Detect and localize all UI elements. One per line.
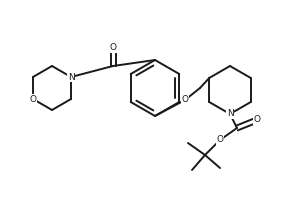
Text: N: N	[227, 109, 233, 118]
Text: O: O	[253, 115, 261, 125]
Text: O: O	[216, 136, 224, 144]
Text: N: N	[68, 72, 74, 82]
Text: O: O	[110, 44, 117, 53]
Text: O: O	[30, 95, 36, 103]
Text: O: O	[181, 96, 189, 104]
